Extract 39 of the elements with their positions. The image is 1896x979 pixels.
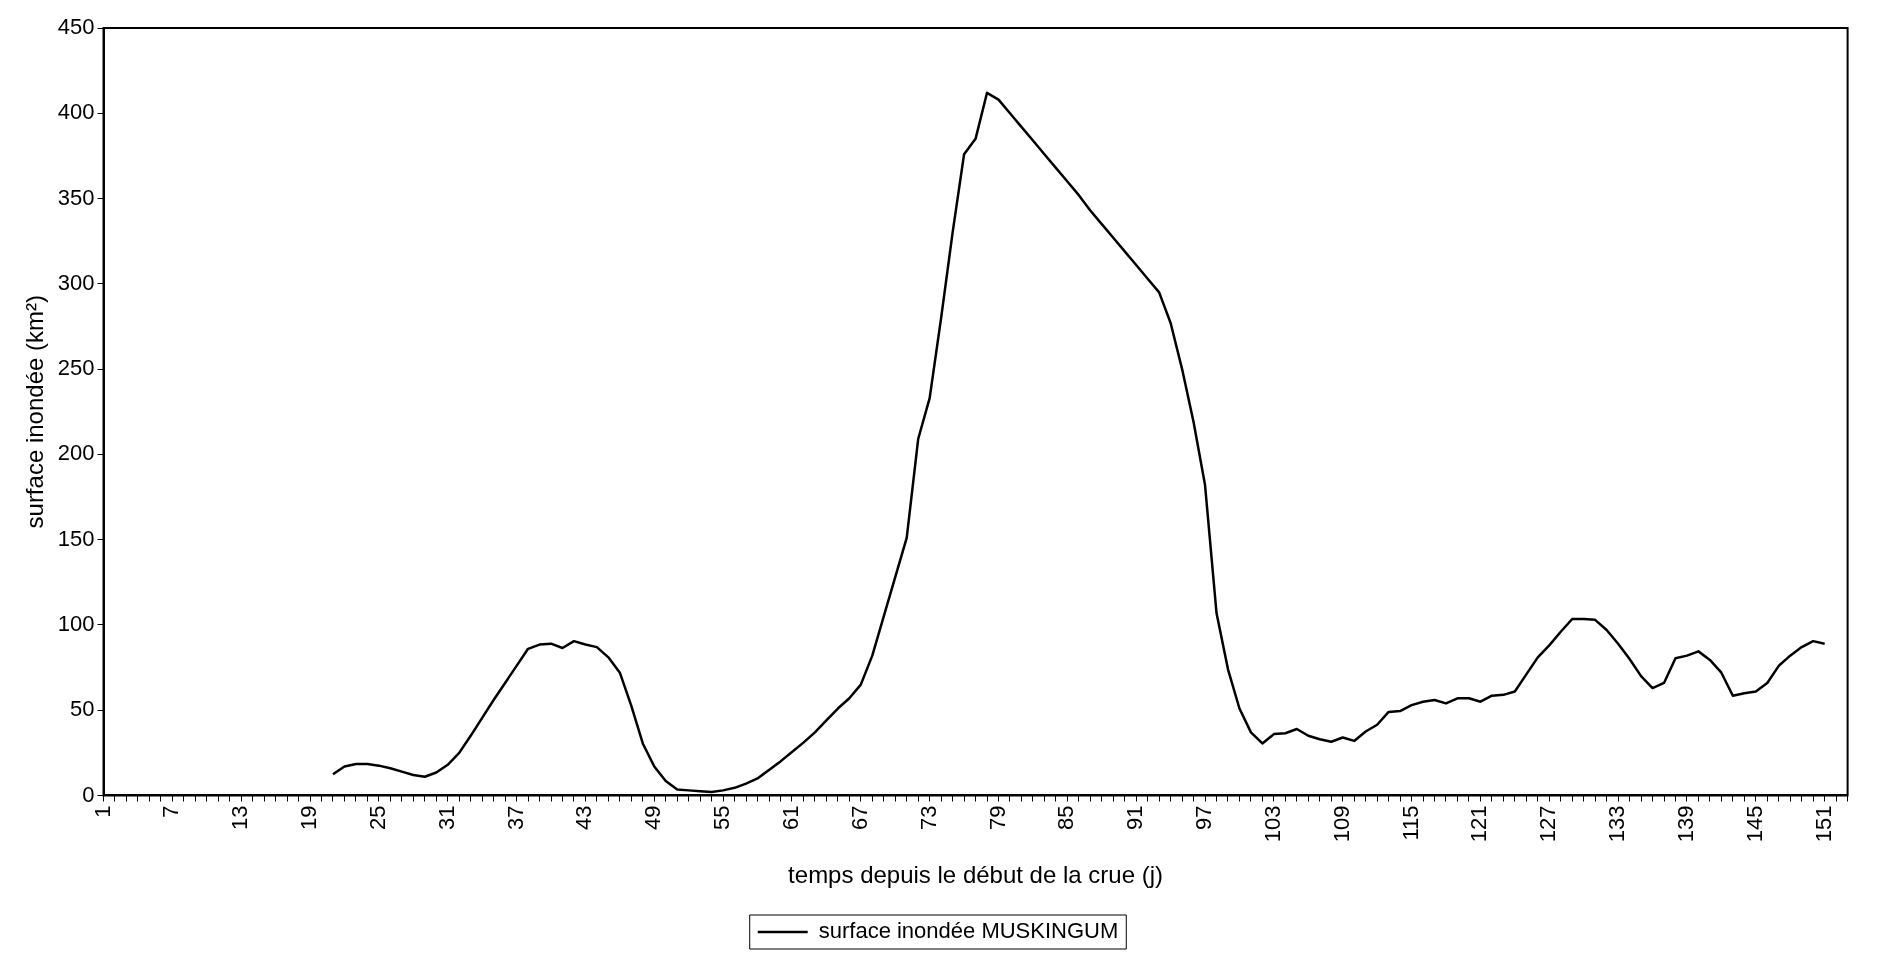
x-tick-label: 145 [1741, 805, 1767, 843]
y-tick-label: 0 [82, 781, 95, 807]
y-tick-label: 50 [70, 696, 95, 722]
y-tick-label: 100 [57, 611, 95, 636]
x-tick-label: 79 [984, 805, 1010, 830]
x-tick-label: 43 [571, 805, 597, 830]
x-tick-label: 7 [158, 805, 184, 818]
x-tick-label: 49 [640, 805, 666, 830]
x-tick-label: 115 [1397, 805, 1423, 841]
x-tick-label: 73 [915, 805, 941, 830]
x-tick-label: 61 [778, 805, 804, 830]
x-tick-label: 109 [1328, 805, 1354, 843]
x-tick-label: 55 [709, 805, 735, 830]
x-tick-label: 103 [1259, 805, 1285, 843]
y-tick-label: 300 [57, 269, 95, 295]
y-tick-label: 450 [57, 14, 95, 40]
x-tick-label: 13 [227, 805, 253, 830]
y-tick-label: 400 [57, 99, 95, 125]
x-tick-label: 127 [1535, 805, 1561, 843]
x-tick-label: 139 [1673, 805, 1699, 843]
x-tick-label: 151 [1810, 805, 1836, 843]
x-tick-label: 133 [1604, 805, 1630, 843]
y-tick-label: 250 [57, 355, 95, 381]
x-tick-label: 25 [364, 805, 390, 830]
legend-label: surface inondée MUSKINGUM [818, 918, 1119, 944]
x-tick-label: 19 [296, 805, 322, 830]
y-tick-label: 150 [57, 525, 95, 551]
y-tick-label: 200 [57, 440, 95, 466]
y-axis-title: surface inondée (km²) [21, 295, 49, 529]
x-tick-label: 85 [1053, 805, 1079, 830]
x-tick-label: 121 [1466, 805, 1492, 843]
x-axis-title: temps depuis le début de la crue (j) [788, 861, 1163, 889]
x-tick-label: 1 [89, 805, 115, 818]
y-tick-label: 350 [57, 184, 95, 210]
x-tick-label: 91 [1122, 805, 1148, 830]
x-tick-label: 31 [433, 805, 459, 830]
x-tick-label: 67 [846, 805, 872, 830]
x-tick-label: 37 [502, 805, 528, 830]
x-tick-label: 97 [1191, 805, 1217, 830]
